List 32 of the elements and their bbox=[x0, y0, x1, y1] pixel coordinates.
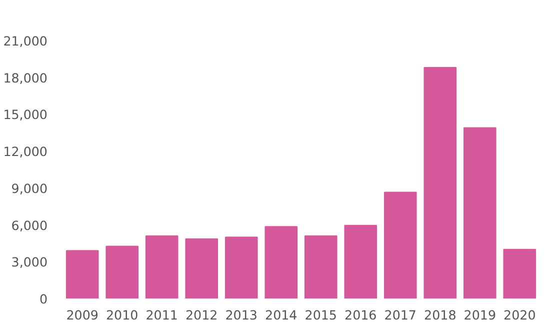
bar bbox=[106, 246, 139, 298]
bar bbox=[145, 235, 178, 298]
y-tick-label: 6,000 bbox=[11, 218, 48, 233]
y-tick-label: 0 bbox=[39, 292, 48, 306]
bar bbox=[185, 238, 218, 298]
x-tick-label: 2016 bbox=[344, 308, 377, 322]
x-tick-label: 2012 bbox=[186, 308, 218, 322]
bar bbox=[224, 236, 258, 298]
x-tick-label: 2013 bbox=[225, 308, 258, 322]
x-tick-label: 2011 bbox=[146, 308, 178, 322]
bar bbox=[463, 127, 496, 298]
x-tick-label: 2010 bbox=[106, 308, 138, 322]
x-tick-label: 2018 bbox=[424, 308, 456, 322]
x-tick-label: 2015 bbox=[304, 308, 337, 322]
x-tick-label: 2014 bbox=[265, 308, 298, 322]
y-tick-label: 12,000 bbox=[3, 144, 48, 160]
y-tick-label: 21,000 bbox=[3, 34, 48, 48]
y-tick-label: 18,000 bbox=[3, 70, 48, 86]
x-tick-label: 2020 bbox=[504, 308, 536, 322]
bar bbox=[344, 224, 378, 298]
bar bbox=[264, 226, 298, 298]
x-tick-label: 2009 bbox=[66, 308, 98, 322]
x-tick-label: 2017 bbox=[384, 308, 416, 322]
y-tick-label: 3,000 bbox=[11, 254, 48, 270]
bar bbox=[424, 67, 457, 298]
y-tick-label: 9,000 bbox=[11, 180, 48, 196]
bar bbox=[304, 235, 338, 298]
x-tick-label: 2019 bbox=[464, 308, 496, 322]
bar bbox=[66, 250, 99, 298]
bar bbox=[503, 248, 536, 298]
y-tick-label: 15,000 bbox=[3, 107, 48, 122]
bar bbox=[384, 192, 417, 298]
